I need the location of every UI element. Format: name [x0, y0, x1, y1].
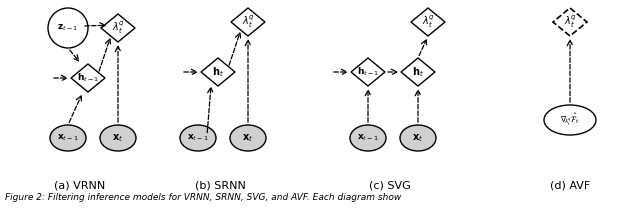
- Ellipse shape: [230, 125, 266, 151]
- Text: $\mathbf{x}_t$: $\mathbf{x}_t$: [412, 132, 424, 144]
- Text: $\mathbf{h}_{t-1}$: $\mathbf{h}_{t-1}$: [357, 66, 379, 78]
- Text: $\lambda_t^q$: $\lambda_t^q$: [111, 20, 125, 36]
- Text: $\mathbf{h}_{t-1}$: $\mathbf{h}_{t-1}$: [77, 72, 99, 84]
- Polygon shape: [401, 58, 435, 86]
- Text: $\mathbf{x}_{t-1}$: $\mathbf{x}_{t-1}$: [357, 133, 379, 143]
- Text: $\mathbf{h}_t$: $\mathbf{h}_t$: [412, 65, 424, 79]
- Text: $\mathbf{x}_{t-1}$: $\mathbf{x}_{t-1}$: [188, 133, 209, 143]
- Polygon shape: [351, 58, 385, 86]
- Text: (a) VRNN: (a) VRNN: [54, 180, 106, 190]
- Text: $\mathbf{x}_t$: $\mathbf{x}_t$: [243, 132, 253, 144]
- Text: $\mathbf{h}_t$: $\mathbf{h}_t$: [212, 65, 224, 79]
- Text: $\mathbf{z}_{t-1}$: $\mathbf{z}_{t-1}$: [58, 23, 79, 33]
- Text: (c) SVG: (c) SVG: [369, 180, 411, 190]
- Ellipse shape: [400, 125, 436, 151]
- Ellipse shape: [100, 125, 136, 151]
- Ellipse shape: [180, 125, 216, 151]
- Text: (b) SRNN: (b) SRNN: [195, 180, 245, 190]
- Ellipse shape: [544, 105, 596, 135]
- Ellipse shape: [50, 125, 86, 151]
- Polygon shape: [553, 8, 587, 36]
- Polygon shape: [201, 58, 235, 86]
- Polygon shape: [101, 14, 135, 42]
- Text: $\mathbf{x}_t$: $\mathbf{x}_t$: [113, 132, 124, 144]
- Ellipse shape: [350, 125, 386, 151]
- Polygon shape: [71, 64, 105, 92]
- Polygon shape: [231, 8, 265, 36]
- Text: $\lambda_t^q$: $\lambda_t^q$: [241, 14, 255, 30]
- Text: $\mathbf{x}_{t-1}$: $\mathbf{x}_{t-1}$: [57, 133, 79, 143]
- Text: $\lambda_t^q$: $\lambda_t^q$: [422, 14, 435, 30]
- Polygon shape: [411, 8, 445, 36]
- Text: (d) AVF: (d) AVF: [550, 180, 590, 190]
- Circle shape: [48, 8, 88, 48]
- Text: Figure 2: Filtering inference models for VRNN, SRNN, SVG, and AVF. Each diagram : Figure 2: Filtering inference models for…: [5, 193, 401, 202]
- Text: $\lambda_t^q$: $\lambda_t^q$: [563, 14, 577, 30]
- Text: $\nabla_{\!\lambda_t^q}\hat{\mathcal{F}}_t$: $\nabla_{\!\lambda_t^q}\hat{\mathcal{F}}…: [560, 112, 580, 128]
